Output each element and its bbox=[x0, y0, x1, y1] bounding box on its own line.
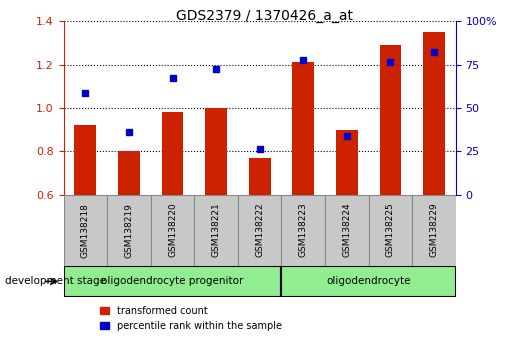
Bar bbox=[118, 151, 140, 195]
Bar bbox=[412, 195, 456, 266]
Bar bbox=[107, 195, 151, 266]
Bar bbox=[238, 195, 281, 266]
Text: GSM138222: GSM138222 bbox=[255, 203, 264, 257]
Text: GSM138223: GSM138223 bbox=[299, 203, 308, 257]
Legend: transformed count, percentile rank within the sample: transformed count, percentile rank withi… bbox=[100, 306, 282, 331]
Text: GSM138225: GSM138225 bbox=[386, 203, 395, 257]
Bar bbox=[336, 130, 358, 195]
Bar bbox=[325, 195, 369, 266]
Bar bbox=[369, 195, 412, 266]
Bar bbox=[151, 195, 195, 266]
Text: GSM138219: GSM138219 bbox=[125, 202, 134, 258]
Bar bbox=[205, 108, 227, 195]
Bar bbox=[64, 266, 281, 297]
Text: GSM138220: GSM138220 bbox=[168, 203, 177, 257]
Bar bbox=[423, 32, 445, 195]
Bar bbox=[75, 125, 96, 195]
Bar bbox=[281, 266, 456, 297]
Text: GSM138224: GSM138224 bbox=[342, 203, 351, 257]
Bar bbox=[249, 158, 271, 195]
Bar bbox=[195, 195, 238, 266]
Bar bbox=[162, 112, 183, 195]
Text: GDS2379 / 1370426_a_at: GDS2379 / 1370426_a_at bbox=[176, 9, 354, 23]
Bar bbox=[379, 45, 401, 195]
Bar bbox=[64, 195, 107, 266]
Text: oligodendrocyte progenitor: oligodendrocyte progenitor bbox=[101, 276, 244, 286]
Bar bbox=[281, 195, 325, 266]
Text: GSM138229: GSM138229 bbox=[429, 203, 438, 257]
Text: oligodendrocyte: oligodendrocyte bbox=[326, 276, 411, 286]
Bar bbox=[293, 62, 314, 195]
Text: GSM138221: GSM138221 bbox=[211, 203, 220, 257]
Text: development stage: development stage bbox=[5, 276, 107, 286]
Text: GSM138218: GSM138218 bbox=[81, 202, 90, 258]
